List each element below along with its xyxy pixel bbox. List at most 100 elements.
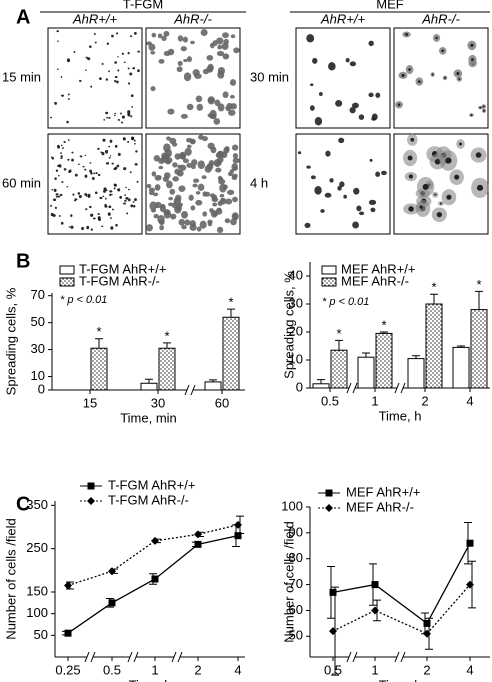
bar xyxy=(158,347,176,391)
cell xyxy=(157,215,165,224)
cell xyxy=(177,60,183,66)
y-axis-title: Number of cells /field xyxy=(281,521,296,642)
line xyxy=(332,584,471,635)
cell xyxy=(217,103,225,112)
point xyxy=(151,575,159,583)
x-tick-label: 30 xyxy=(151,395,165,410)
point xyxy=(64,629,72,637)
cell xyxy=(232,196,238,203)
point xyxy=(151,536,159,545)
axis-break xyxy=(394,651,400,663)
error-bar xyxy=(317,379,325,384)
row-label: 60 min xyxy=(2,175,41,190)
cell-core xyxy=(470,43,474,47)
micrograph xyxy=(47,27,143,129)
cell xyxy=(67,93,70,96)
line xyxy=(332,542,471,625)
cell xyxy=(212,202,218,207)
cell xyxy=(109,190,113,193)
cell xyxy=(107,212,111,216)
cell xyxy=(95,172,98,175)
bar xyxy=(140,382,158,391)
cell xyxy=(61,181,64,183)
cell xyxy=(297,151,302,155)
cell xyxy=(78,79,82,83)
cell xyxy=(131,106,134,108)
cell xyxy=(229,94,235,99)
cell xyxy=(217,71,225,79)
y-tick-label: 30 xyxy=(31,341,45,356)
cell xyxy=(209,113,217,120)
cell xyxy=(325,150,331,157)
cell xyxy=(165,159,171,165)
cell xyxy=(186,56,193,63)
error-bar xyxy=(95,338,103,349)
cell-core xyxy=(475,152,482,158)
cell xyxy=(190,140,195,145)
cell xyxy=(224,218,231,224)
axis-break xyxy=(400,382,406,394)
cell xyxy=(324,192,332,198)
cell xyxy=(89,169,93,173)
micrograph xyxy=(295,27,391,129)
cell xyxy=(116,32,119,35)
cell xyxy=(97,173,101,177)
cell xyxy=(54,101,57,105)
cell xyxy=(102,138,106,142)
cell xyxy=(90,228,93,231)
cell xyxy=(221,42,229,50)
cell-core xyxy=(436,211,442,218)
cell xyxy=(111,162,114,165)
cell xyxy=(229,79,237,86)
cell xyxy=(137,69,140,73)
cell xyxy=(184,219,191,226)
cell xyxy=(114,79,117,83)
cell xyxy=(129,171,132,173)
cell-core xyxy=(444,76,447,79)
cell xyxy=(329,178,334,183)
panel-label: C xyxy=(16,493,30,515)
cell xyxy=(320,209,325,213)
cell xyxy=(109,193,112,197)
cell xyxy=(172,162,178,168)
cell xyxy=(114,75,118,79)
cell xyxy=(187,144,192,149)
cell xyxy=(77,192,81,195)
cell xyxy=(117,118,121,121)
point xyxy=(108,599,116,607)
row-label: 15 min xyxy=(2,69,41,84)
x-tick-label: 15 xyxy=(83,395,97,410)
cell xyxy=(190,205,196,211)
cell xyxy=(97,216,101,220)
cell xyxy=(328,62,336,71)
cell-core xyxy=(446,194,452,200)
cell xyxy=(108,157,111,159)
cell xyxy=(127,67,130,70)
cell xyxy=(130,137,135,141)
cell xyxy=(58,215,61,217)
cell xyxy=(103,189,106,193)
x-tick-label: 60 xyxy=(215,395,229,410)
bar xyxy=(407,358,425,389)
cell xyxy=(186,103,194,111)
annotation: * p < 0.01 xyxy=(60,294,107,306)
x-tick-label: 1 xyxy=(371,662,378,677)
cell xyxy=(84,154,87,157)
cell xyxy=(206,163,214,171)
cell xyxy=(66,58,71,63)
cell xyxy=(108,116,111,119)
axis-break xyxy=(346,382,352,394)
cell xyxy=(54,177,57,180)
cell xyxy=(217,44,222,50)
cell xyxy=(81,226,84,231)
cell xyxy=(166,136,171,141)
error-bar xyxy=(362,352,370,358)
cell xyxy=(159,225,165,231)
x-tick-label: 1 xyxy=(151,662,158,677)
cell xyxy=(207,63,214,72)
cell-core xyxy=(417,80,421,83)
cell xyxy=(170,213,177,220)
cell xyxy=(232,213,238,220)
cell xyxy=(60,144,63,147)
